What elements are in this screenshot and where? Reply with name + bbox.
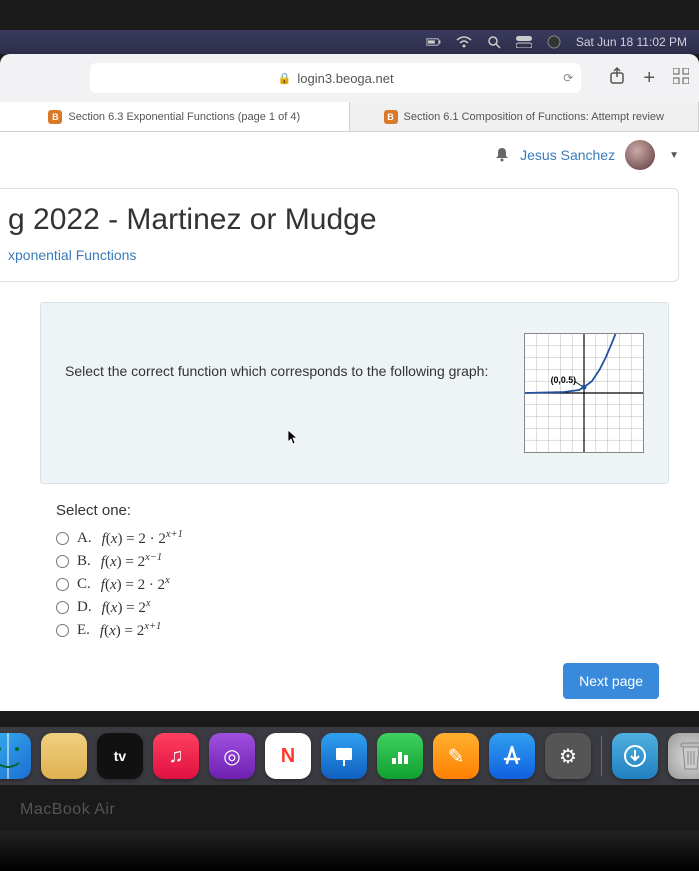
new-tab-icon[interactable]: + — [643, 67, 655, 90]
tab-label: Section 6.3 Exponential Functions (page … — [68, 111, 300, 123]
dock-app-keynote[interactable] — [321, 733, 367, 779]
option-a-radio[interactable] — [56, 532, 69, 545]
tab-label: Section 6.1 Composition of Functions: At… — [404, 111, 664, 123]
course-title: g 2022 - Martinez or Mudge — [8, 203, 660, 237]
tab-inactive[interactable]: B Section 6.1 Composition of Functions: … — [350, 102, 699, 131]
user-bar: Jesus Sanchez ▼ — [0, 132, 699, 178]
dock-app-podcasts[interactable]: ◎ — [209, 733, 255, 779]
page-content: Jesus Sanchez ▼ g 2022 - Martinez or Mud… — [0, 132, 699, 711]
dock-area: tv ♫ ◎ N ✎ ⚙ — [0, 721, 699, 791]
tab-overview-icon[interactable] — [673, 68, 689, 89]
dock: tv ♫ ◎ N ✎ ⚙ — [0, 727, 699, 785]
option-d[interactable]: D. f(x) = 2x — [56, 596, 669, 619]
dock-app-appstore[interactable] — [489, 733, 535, 779]
question-prompt: Select the correct function which corres… — [65, 333, 508, 379]
dock-separator — [601, 736, 602, 776]
avatar[interactable] — [625, 140, 655, 170]
next-page-button[interactable]: Next page — [563, 663, 659, 699]
answer-options: Select one: A. f(x) = 2 · 2x+1 B. f(x) =… — [56, 502, 669, 642]
dock-app-numbers[interactable] — [377, 733, 423, 779]
dock-app-appletv[interactable]: tv — [97, 733, 143, 779]
url-text: login3.beoga.net — [297, 71, 393, 86]
wifi-icon[interactable] — [456, 34, 472, 50]
course-header: g 2022 - Martinez or Mudge xponential Fu… — [0, 188, 679, 282]
option-d-radio[interactable] — [56, 601, 69, 614]
dock-app-pages[interactable]: ✎ — [433, 733, 479, 779]
control-center-icon[interactable] — [516, 34, 532, 50]
macos-menubar: Sat Jun 18 11:02 PM — [0, 30, 699, 54]
tab-active[interactable]: B Section 6.3 Exponential Functions (pag… — [0, 102, 350, 131]
section-link[interactable]: xponential Functions — [8, 247, 660, 263]
option-b-radio[interactable] — [56, 555, 69, 568]
dock-app-finder[interactable] — [0, 733, 31, 779]
favicon-icon: B — [384, 110, 398, 124]
dock-app-news[interactable]: N — [265, 733, 311, 779]
photo-edge — [0, 831, 699, 871]
dock-app-trash[interactable] — [668, 733, 699, 779]
option-e[interactable]: E. f(x) = 2x+1 — [56, 619, 669, 642]
browser-tabs: B Section 6.3 Exponential Functions (pag… — [0, 102, 699, 132]
address-bar[interactable]: 🔒 login3.beoga.net ⟳ — [90, 63, 581, 93]
option-e-radio[interactable] — [56, 624, 69, 637]
laptop-label: MacBook Air — [20, 801, 115, 819]
dock-app-music[interactable]: ♫ — [153, 733, 199, 779]
share-icon[interactable] — [609, 67, 625, 90]
function-graph: (0,0.5) — [524, 333, 644, 453]
spotlight-icon[interactable] — [486, 34, 502, 50]
option-c-radio[interactable] — [56, 578, 69, 591]
question-card: Select the correct function which corres… — [40, 302, 669, 484]
dock-app-settings[interactable]: ⚙ — [545, 733, 591, 779]
reload-icon[interactable]: ⟳ — [563, 71, 573, 85]
option-a[interactable]: A. f(x) = 2 · 2x+1 — [56, 527, 669, 550]
user-menu-caret-icon[interactable]: ▼ — [669, 150, 679, 161]
lock-icon: 🔒 — [278, 72, 292, 85]
dock-app-files[interactable] — [41, 733, 87, 779]
option-b[interactable]: B. f(x) = 2x−1 — [56, 550, 669, 573]
option-c[interactable]: C. f(x) = 2 · 2x — [56, 573, 669, 596]
select-one-label: Select one: — [56, 502, 669, 519]
favicon-icon: B — [48, 110, 62, 124]
battery-icon — [426, 34, 442, 50]
dock-app-downloads[interactable] — [612, 733, 658, 779]
user-name[interactable]: Jesus Sanchez — [520, 147, 615, 163]
browser-toolbar: 🔒 login3.beoga.net ⟳ + — [0, 54, 699, 102]
notifications-icon[interactable] — [494, 146, 510, 165]
siri-icon[interactable] — [546, 34, 562, 50]
graph-point-label: (0,0.5) — [551, 375, 577, 385]
menubar-clock[interactable]: Sat Jun 18 11:02 PM — [576, 35, 687, 49]
